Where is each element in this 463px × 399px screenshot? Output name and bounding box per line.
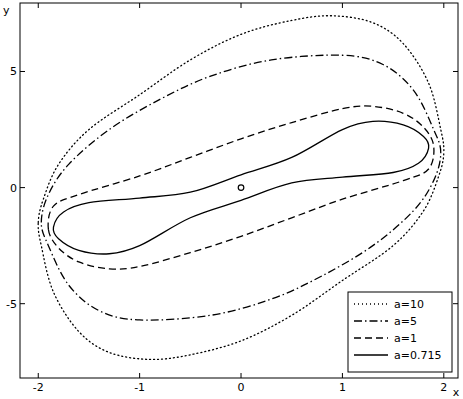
chart: -2 -1 0 1 2 -5 0 5 x y a=10 a=5 a=1 a=0.715 (0, 0, 463, 399)
y-axis-label: y (3, 4, 10, 17)
x-axis-label: x (453, 386, 460, 399)
y-tick-label: -5 (6, 298, 17, 311)
x-tick-label: 1 (339, 381, 346, 394)
x-tick-label: -2 (33, 381, 44, 394)
y-tick (20, 187, 25, 188)
x-tick-label: 0 (238, 381, 245, 394)
curve (41, 55, 440, 320)
y-tick-label: 0 (10, 182, 17, 195)
y-tick (20, 303, 25, 304)
y-tick (453, 303, 458, 304)
curve (48, 106, 434, 269)
legend-label: a=0.715 (394, 349, 441, 362)
x-tick (139, 3, 140, 8)
legend-box (348, 292, 452, 372)
legend-label: a=1 (394, 332, 417, 345)
legend: a=10 a=5 a=1 a=0.715 (348, 292, 452, 372)
x-tick-label: 2 (440, 381, 447, 394)
y-tick-label: 5 (10, 65, 17, 78)
x-tick (38, 373, 39, 378)
y-tick (20, 71, 25, 72)
x-tick (241, 3, 242, 8)
x-tick (443, 373, 444, 378)
x-tick-label: -1 (134, 381, 145, 394)
legend-label: a=5 (394, 315, 417, 328)
legend-label: a=10 (394, 298, 424, 311)
background (0, 0, 463, 399)
x-tick (342, 373, 343, 378)
x-tick (38, 3, 39, 8)
x-tick (241, 373, 242, 378)
frame (20, 3, 458, 378)
curve (53, 121, 429, 254)
x-tick (139, 373, 140, 378)
legend-swatch (354, 303, 388, 304)
legend-swatch (354, 320, 388, 321)
y-tick (453, 187, 458, 188)
legend-swatch (354, 337, 388, 338)
legend-swatch (354, 354, 388, 355)
y-tick (453, 71, 458, 72)
point (238, 185, 244, 191)
x-tick (342, 3, 343, 8)
x-tick (443, 3, 444, 8)
